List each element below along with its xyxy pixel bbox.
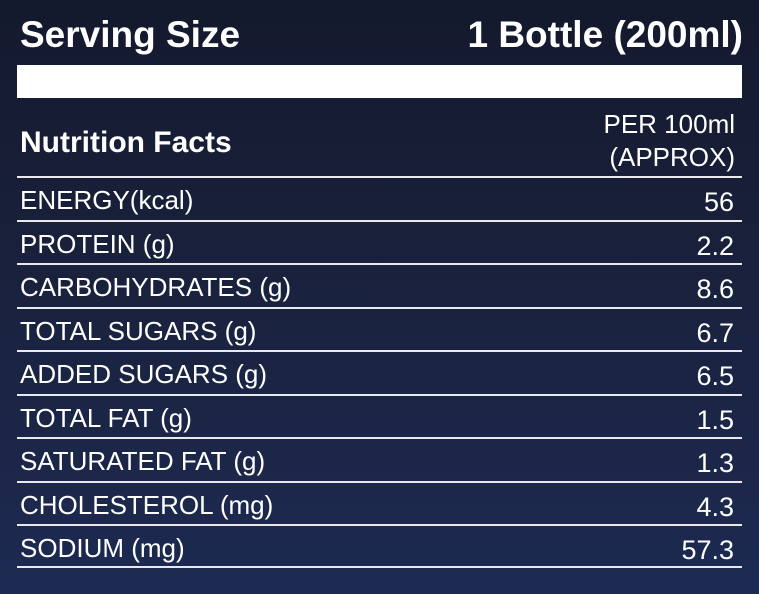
per-100ml-line2: (APPROX) (609, 142, 735, 172)
nutrition-row: TOTAL FAT (g) 1.5 (17, 393, 742, 438)
nutrient-value: 4.3 (696, 491, 734, 522)
nutrition-facts-title: Nutrition Facts (20, 126, 232, 159)
nutrient-value: 6.7 (696, 317, 734, 348)
nutrient-value: 6.5 (696, 361, 734, 391)
white-divider-bar (17, 65, 742, 98)
nutrition-row: CHOLESTEROL (mg) 4.3 (17, 480, 742, 525)
nutrient-name: CHOLESTEROL (mg) (20, 489, 274, 520)
nutrient-value: 2.2 (696, 230, 734, 261)
nutrient-value: 1.3 (696, 448, 734, 478)
nutrition-row: TOTAL SUGARS (g) 6.7 (17, 306, 742, 351)
nutrition-row: CARBOHYDRATES (g) 8.6 (17, 263, 742, 307)
nutrition-header: Nutrition Facts PER 100ml (APPROX) (0, 108, 759, 176)
nutrient-name: CARBOHYDRATES (g) (20, 272, 292, 302)
per-100ml-header: PER 100ml (APPROX) (604, 108, 736, 174)
serving-size-value: 1 Bottle (200ml) (467, 14, 743, 55)
nutrient-name: ADDED SUGARS (g) (20, 359, 268, 389)
nutrition-row: PROTEIN (g) 2.2 (17, 219, 742, 264)
nutrient-value: 57.3 (681, 535, 734, 565)
nutrient-name: SODIUM (mg) (20, 533, 185, 563)
nutrition-row: ENERGY(kcal) 56 (17, 176, 742, 220)
nutrient-name: SATURATED FAT (g) (20, 446, 266, 476)
per-100ml-line1: PER 100ml (603, 109, 736, 139)
nutrition-table: ENERGY(kcal) 56 PROTEIN (g) 2.2 CARBOHYD… (17, 176, 742, 568)
serving-size-row: Serving Size 1 Bottle (200ml) (0, 12, 759, 62)
nutrition-row: SATURATED FAT (g) 1.3 (17, 437, 742, 481)
nutrient-value: 8.6 (696, 274, 734, 304)
nutrient-name: PROTEIN (g) (20, 228, 175, 259)
nutrition-row: SODIUM (mg) 57.3 (17, 524, 742, 568)
nutrient-value: 56 (703, 187, 734, 217)
nutrition-row: ADDED SUGARS (g) 6.5 (17, 350, 742, 394)
nutrient-value: 1.5 (696, 404, 734, 435)
nutrient-name: TOTAL FAT (g) (20, 402, 192, 433)
nutrient-name: ENERGY(kcal) (20, 185, 194, 215)
nutrient-name: TOTAL SUGARS (g) (20, 315, 257, 346)
serving-size-label: Serving Size (20, 14, 241, 55)
